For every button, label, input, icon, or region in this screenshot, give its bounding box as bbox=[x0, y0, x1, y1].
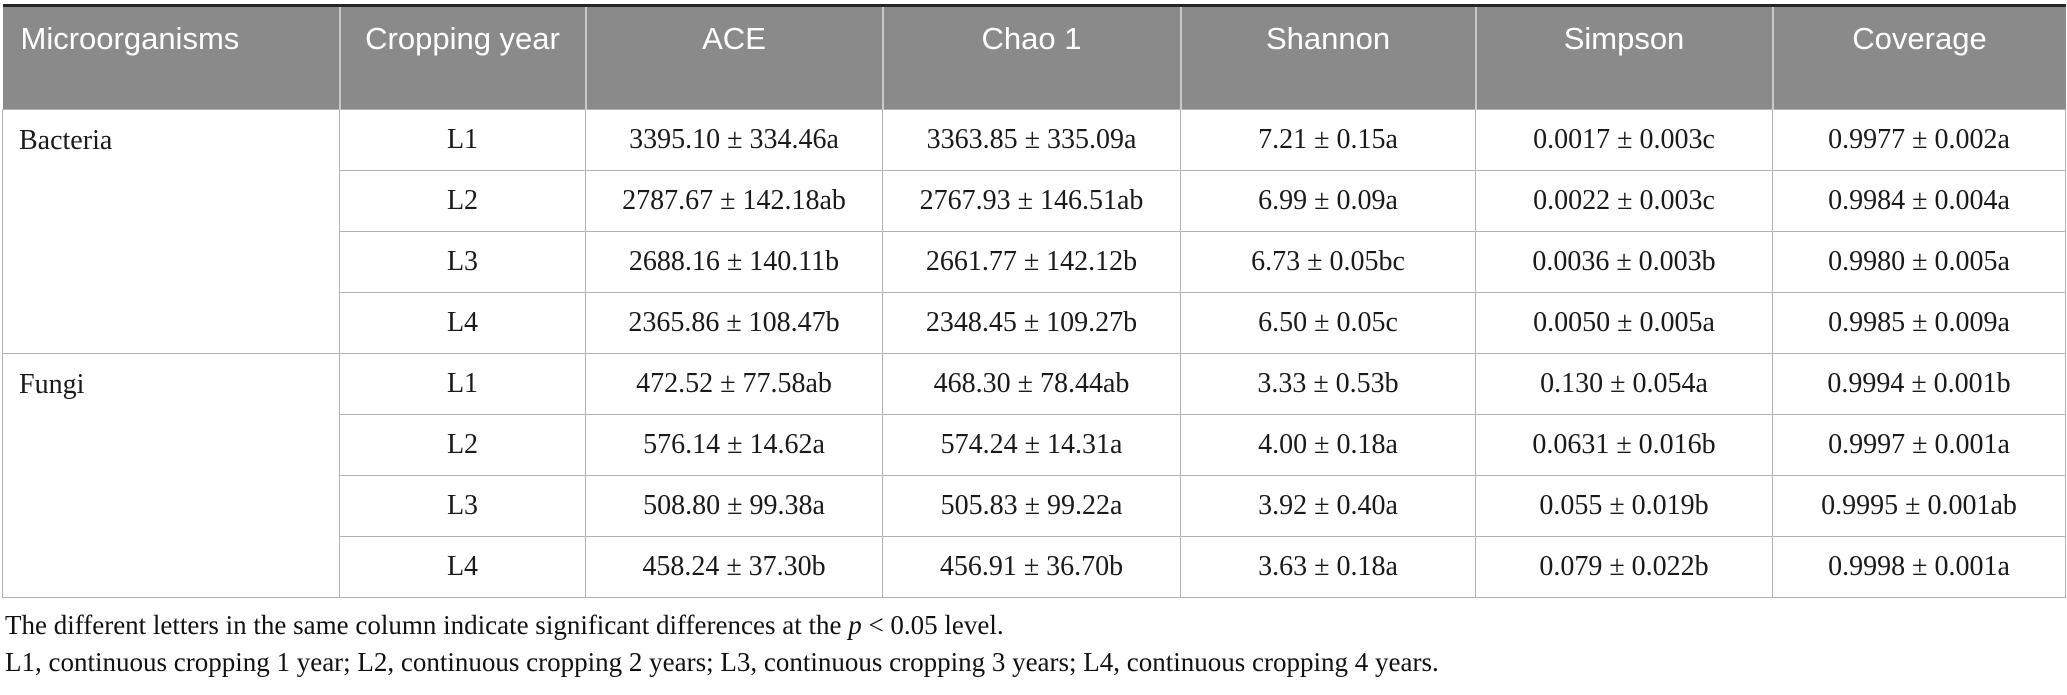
table-cell-coverage: 0.9985 ± 0.009a bbox=[1772, 292, 2066, 354]
footnote-text: < 0.05 level. bbox=[861, 610, 1004, 640]
table-cell-simpson: 0.079 ± 0.022b bbox=[1475, 536, 1773, 598]
column-header-ace: ACE bbox=[585, 5, 884, 110]
table-cell-shannon: 4.00 ± 0.18a bbox=[1180, 414, 1476, 476]
column-header-chao-1: Chao 1 bbox=[882, 5, 1182, 110]
table-cell-ace: 472.52 ± 77.58ab bbox=[585, 353, 883, 415]
table-row: Fungi L1 472.52 ± 77.58ab 468.30 ± 78.44ab 3… bbox=[2, 353, 2066, 598]
table-row: Bacteria L1 3395.10 ± 334.46a 3363.85 ± 335… bbox=[2, 109, 2066, 354]
table-row: L2 2787.67 ± 142.18ab 2767.93 ± 146.51ab 6.… bbox=[3, 170, 2066, 232]
cropping-year-cell: L1 bbox=[339, 109, 586, 171]
column-header-simpson: Simpson bbox=[1475, 5, 1774, 110]
column-header-microorganisms: Microorganisms bbox=[2, 5, 341, 110]
cropping-year-cell: L3 bbox=[339, 475, 586, 537]
table-cell-ace: 2787.67 ± 142.18ab bbox=[585, 170, 883, 232]
table-row: Microorganisms Cropping year ACE Chao 1 Shan… bbox=[2, 5, 2066, 110]
table-cell-chao1: 456.91 ± 36.70b bbox=[882, 536, 1181, 598]
column-header-shannon: Shannon bbox=[1180, 5, 1477, 110]
table-cell-simpson: 0.0036 ± 0.003b bbox=[1475, 231, 1773, 293]
table-row: L4 458.24 ± 37.30b 456.91 ± 36.70b 3.63 ± 0… bbox=[3, 536, 2066, 598]
table-cell-simpson: 0.0017 ± 0.003c bbox=[1475, 109, 1773, 171]
table-cell-chao1: 468.30 ± 78.44ab bbox=[882, 353, 1181, 415]
table-cell-shannon: 3.63 ± 0.18a bbox=[1180, 536, 1476, 598]
footnote-significance: The different letters in the same column… bbox=[5, 607, 2065, 644]
section-label-fungi: Fungi bbox=[2, 353, 340, 598]
table-row: L3 2688.16 ± 140.11b 2661.77 ± 142.12b 6.73… bbox=[3, 231, 2066, 293]
table-cell-shannon: 7.21 ± 0.15a bbox=[1180, 109, 1476, 171]
table-cell-chao1: 3363.85 ± 335.09a bbox=[882, 109, 1181, 171]
table-cell-ace: 576.14 ± 14.62a bbox=[585, 414, 883, 476]
table-cell-ace: 458.24 ± 37.30b bbox=[585, 536, 883, 598]
footnote-abbreviations: L1, continuous cropping 1 year; L2, cont… bbox=[5, 647, 1439, 677]
footnote-p-symbol: p bbox=[848, 610, 862, 640]
table-cell-coverage: 0.9994 ± 0.001b bbox=[1772, 353, 2066, 415]
table-cell-shannon: 6.99 ± 0.09a bbox=[1180, 170, 1476, 232]
table-cell-coverage: 0.9984 ± 0.004a bbox=[1772, 170, 2066, 232]
table-cell-shannon: 3.33 ± 0.53b bbox=[1180, 353, 1476, 415]
table-row: L2 576.14 ± 14.62a 574.24 ± 14.31a 4.00 ± 0… bbox=[3, 414, 2066, 476]
table-header-row: Microorganisms Cropping year ACE Chao 1 Shan… bbox=[2, 5, 2066, 110]
table-cell-simpson: 0.0022 ± 0.003c bbox=[1475, 170, 1773, 232]
section-label-bacteria: Bacteria bbox=[2, 109, 340, 354]
cropping-year-cell: L3 bbox=[339, 231, 586, 293]
diversity-table: Microorganisms Cropping year ACE Chao 1 Shan… bbox=[2, 4, 2066, 598]
cropping-year-cell: L1 bbox=[339, 353, 586, 415]
table-cell-simpson: 0.130 ± 0.054a bbox=[1475, 353, 1773, 415]
table-cell-simpson: 0.0050 ± 0.005a bbox=[1475, 292, 1773, 354]
column-header-cropping-year: Cropping year bbox=[339, 5, 587, 110]
cropping-year-cell: L4 bbox=[339, 292, 586, 354]
table-cell-chao1: 2348.45 ± 109.27b bbox=[882, 292, 1181, 354]
table-cell-coverage: 0.9995 ± 0.001ab bbox=[1772, 475, 2066, 537]
table-cell-coverage: 0.9998 ± 0.001a bbox=[1772, 536, 2066, 598]
table-cell-ace: 3395.10 ± 334.46a bbox=[585, 109, 883, 171]
footnote-text: The different letters in the same column… bbox=[5, 610, 849, 640]
cropping-year-cell: L4 bbox=[339, 536, 586, 598]
table-cell-coverage: 0.9977 ± 0.002a bbox=[1772, 109, 2066, 171]
table-cell-shannon: 3.92 ± 0.40a bbox=[1180, 475, 1476, 537]
table-cell-chao1: 505.83 ± 99.22a bbox=[882, 475, 1181, 537]
cropping-year-cell: L2 bbox=[339, 170, 586, 232]
table-row: L3 508.80 ± 99.38a 505.83 ± 99.22a 3.92 ± 0… bbox=[3, 475, 2066, 537]
table-cell-coverage: 0.9980 ± 0.005a bbox=[1772, 231, 2066, 293]
table-cell-shannon: 6.50 ± 0.05c bbox=[1180, 292, 1476, 354]
table-cell-simpson: 0.0631 ± 0.016b bbox=[1475, 414, 1773, 476]
table-cell-simpson: 0.055 ± 0.019b bbox=[1475, 475, 1773, 537]
table-cell-chao1: 2661.77 ± 142.12b bbox=[882, 231, 1181, 293]
column-header-coverage: Coverage bbox=[1772, 5, 2066, 110]
table-footnotes: The different letters in the same column… bbox=[2, 607, 2065, 681]
table-cell-ace: 508.80 ± 99.38a bbox=[585, 475, 883, 537]
table-cell-chao1: 2767.93 ± 146.51ab bbox=[882, 170, 1181, 232]
cropping-year-cell: L2 bbox=[339, 414, 586, 476]
table-cell-ace: 2688.16 ± 140.11b bbox=[585, 231, 883, 293]
table-cell-coverage: 0.9997 ± 0.001a bbox=[1772, 414, 2066, 476]
table-cell-shannon: 6.73 ± 0.05bc bbox=[1180, 231, 1476, 293]
table-cell-chao1: 574.24 ± 14.31a bbox=[882, 414, 1181, 476]
table-cell-ace: 2365.86 ± 108.47b bbox=[585, 292, 883, 354]
